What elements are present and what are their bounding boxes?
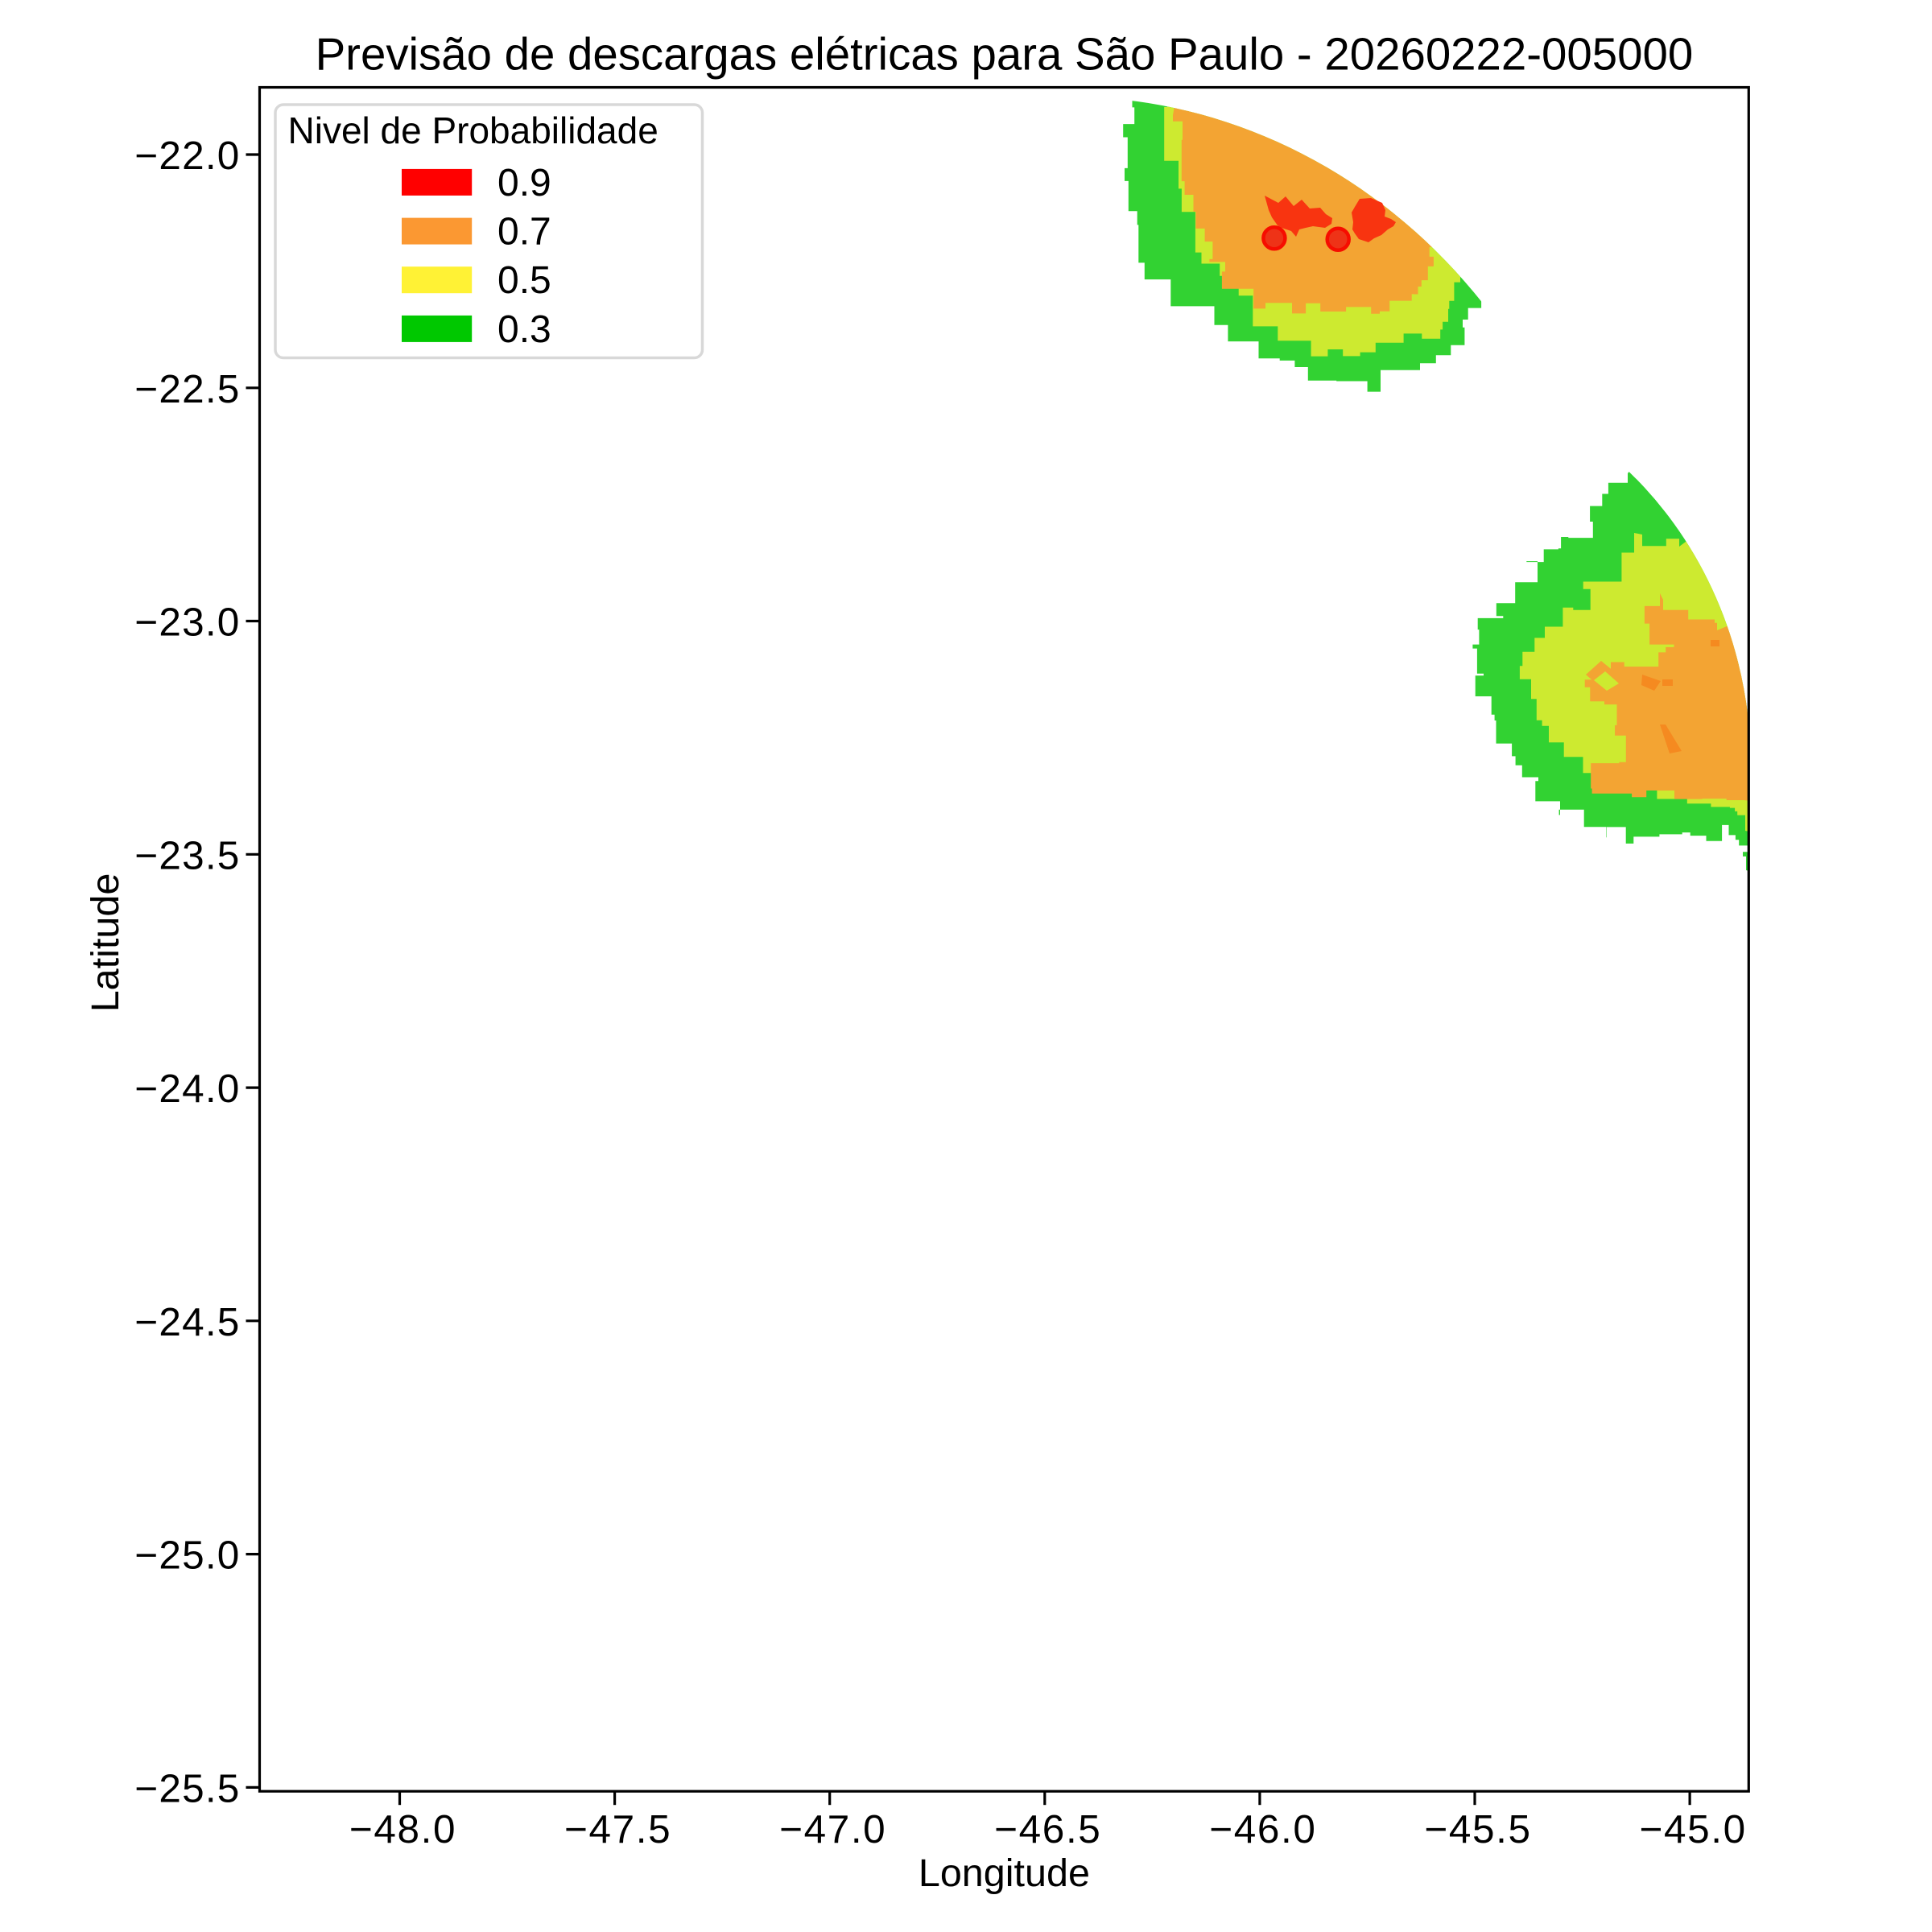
svg-text:−22.5: −22.5 xyxy=(134,367,240,411)
svg-text:−25.5: −25.5 xyxy=(134,1766,240,1810)
svg-text:−47.5: −47.5 xyxy=(564,1807,671,1852)
svg-text:−46.0: −46.0 xyxy=(1209,1807,1316,1852)
svg-text:−46.5: −46.5 xyxy=(994,1807,1101,1852)
svg-text:−24.5: −24.5 xyxy=(134,1300,240,1344)
svg-text:Longitude: Longitude xyxy=(919,1852,1090,1895)
svg-text:−45.5: −45.5 xyxy=(1424,1807,1531,1852)
svg-text:−45.0: −45.0 xyxy=(1639,1807,1746,1852)
svg-text:−25.0: −25.0 xyxy=(134,1534,240,1578)
svg-text:Previsão de descargas elétrica: Previsão de descargas elétricas para São… xyxy=(316,28,1694,79)
svg-text:−23.5: −23.5 xyxy=(134,833,240,877)
svg-text:−22.0: −22.0 xyxy=(134,134,240,178)
svg-text:Latitude: Latitude xyxy=(84,873,127,1013)
svg-text:−48.0: −48.0 xyxy=(349,1807,456,1852)
svg-text:0.9: 0.9 xyxy=(497,162,551,204)
svg-text:0.5: 0.5 xyxy=(497,259,551,302)
svg-text:−47.0: −47.0 xyxy=(779,1807,886,1852)
svg-text:−23.0: −23.0 xyxy=(134,601,240,645)
svg-text:−24.0: −24.0 xyxy=(134,1067,240,1111)
svg-text:0.3: 0.3 xyxy=(497,308,551,351)
svg-text:Nivel de Probabilidade: Nivel de Probabilidade xyxy=(288,109,658,151)
svg-text:0.7: 0.7 xyxy=(497,211,551,254)
